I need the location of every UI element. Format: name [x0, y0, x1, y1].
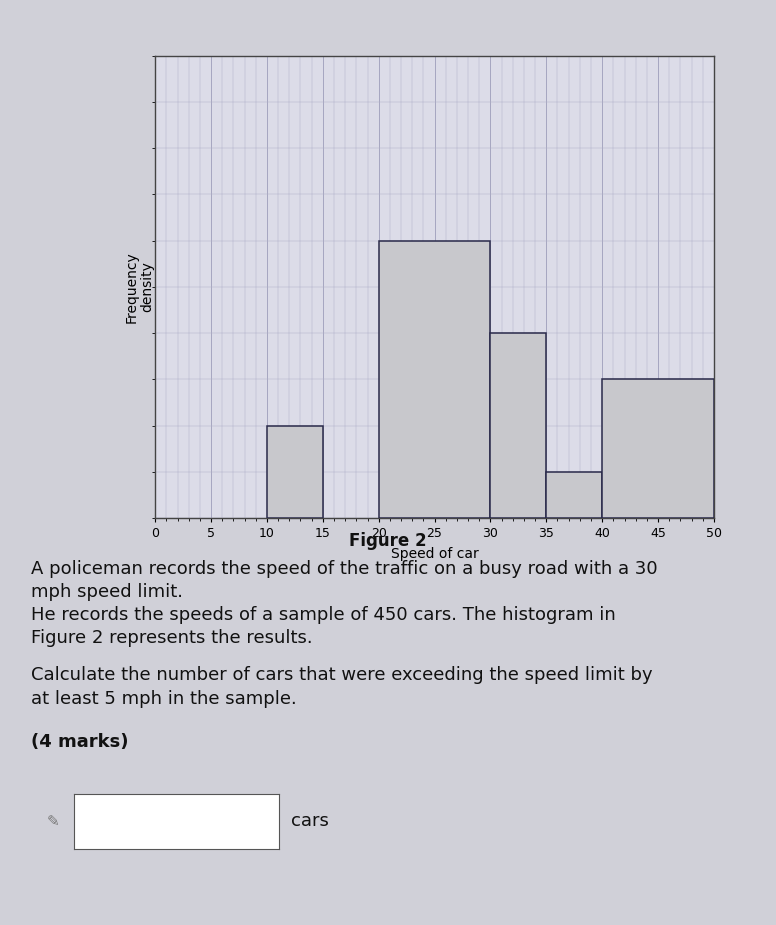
- Text: cars: cars: [291, 812, 329, 831]
- Text: Calculate the number of cars that were exceeding the speed limit by
at least 5 m: Calculate the number of cars that were e…: [31, 666, 653, 708]
- Bar: [267, 426, 323, 518]
- Text: (4 marks): (4 marks): [31, 733, 129, 750]
- Bar: [490, 333, 546, 518]
- X-axis label: Speed of car: Speed of car: [390, 547, 479, 561]
- Text: He records the speeds of a sample of 450 cars. The histogram in
Figure 2 represe: He records the speeds of a sample of 450…: [31, 606, 616, 647]
- Bar: [379, 240, 490, 518]
- Text: Figure 2: Figure 2: [349, 532, 427, 549]
- Bar: [546, 472, 602, 518]
- Text: ✎: ✎: [47, 814, 59, 829]
- Text: A policeman records the speed of the traffic on a busy road with a 30
mph speed : A policeman records the speed of the tra…: [31, 560, 658, 601]
- Y-axis label: Frequency
density: Frequency density: [124, 251, 154, 323]
- Bar: [602, 379, 714, 518]
